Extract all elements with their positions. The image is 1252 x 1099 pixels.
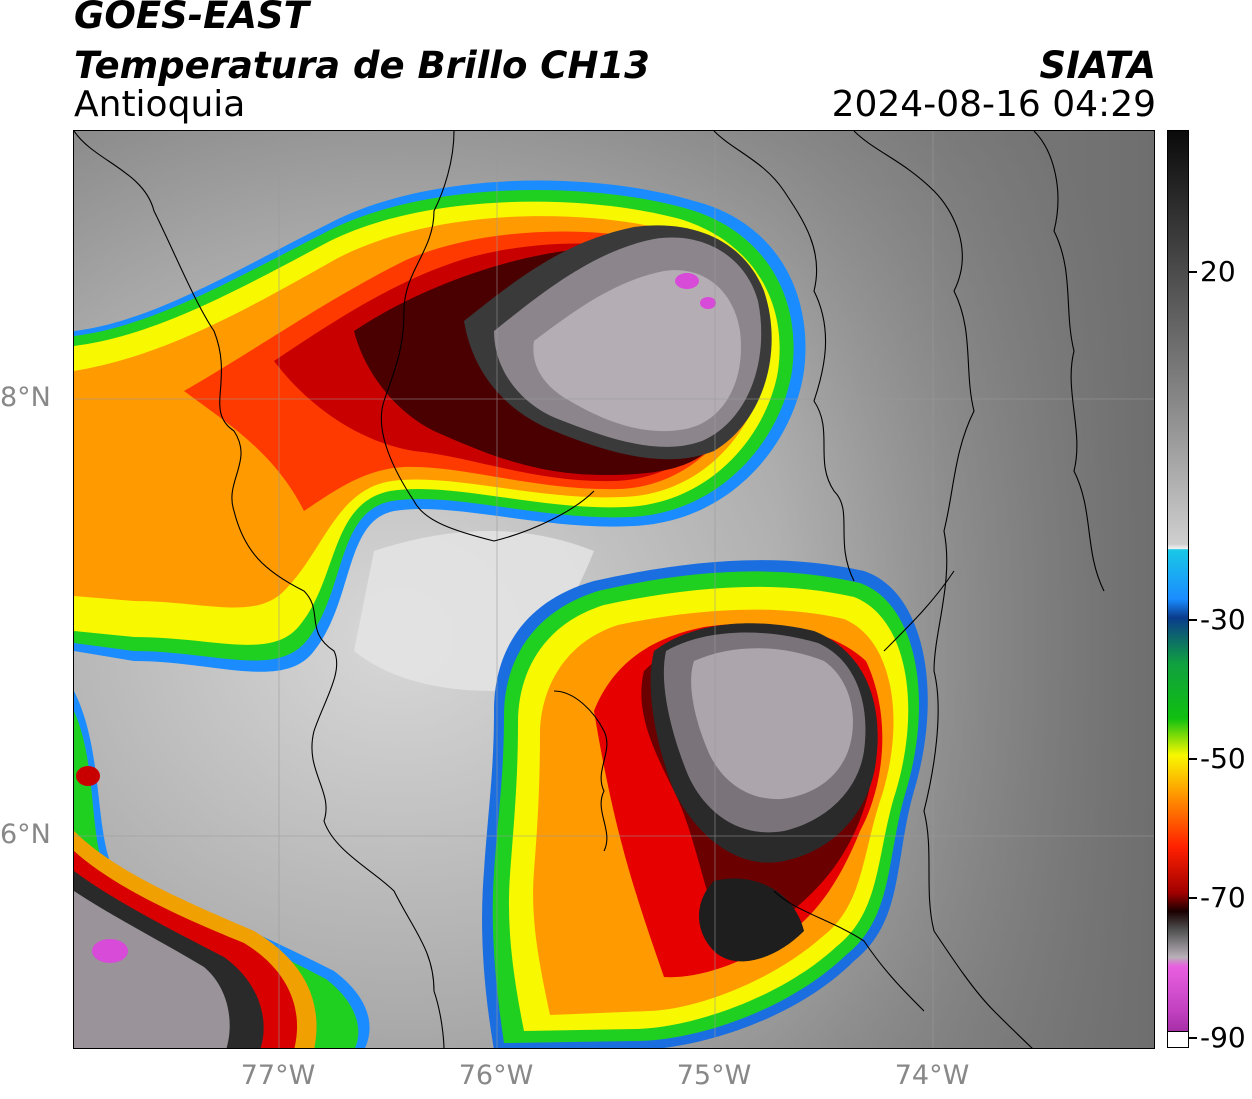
- colorbar-tick: [1189, 271, 1197, 273]
- lon-label-75w: 75°W: [676, 1060, 752, 1091]
- title-product: Temperatura de Brillo CH13: [74, 44, 650, 87]
- lat-label-6n: 6°N: [0, 819, 51, 850]
- colorbar-tick: [1189, 897, 1197, 899]
- colorbar-label-20: 20: [1200, 255, 1236, 288]
- colorbar-tick: [1189, 1037, 1197, 1039]
- lat-label-8n: 8°N: [0, 382, 51, 413]
- south-storm: [482, 560, 928, 1048]
- colorbar-label-minus70: -70: [1200, 881, 1246, 914]
- colorbar-label-minus90: -90: [1200, 1021, 1246, 1054]
- lon-label-74w: 74°W: [894, 1060, 970, 1091]
- region-label: Antioquia: [74, 84, 246, 125]
- colorbar-tick: [1189, 758, 1197, 760]
- colorbar-label-minus50: -50: [1200, 742, 1246, 775]
- colorbar-label-minus30: -30: [1200, 603, 1246, 636]
- lon-label-76w: 76°W: [458, 1060, 534, 1091]
- title-satellite: GOES-EAST: [74, 0, 309, 37]
- satellite-map: [73, 130, 1155, 1049]
- administrative-boundaries: [74, 131, 1105, 1048]
- colorbar: [1167, 130, 1189, 1048]
- southwest-storm: [74, 691, 370, 1048]
- colorbar-tick: [1189, 619, 1197, 621]
- lon-label-77w: 77°W: [240, 1060, 316, 1091]
- timestamp-label: 2024-08-16 04:29: [831, 84, 1156, 125]
- organization-label: SIATA: [1039, 44, 1156, 87]
- colorbar-extend-white: [1167, 1031, 1189, 1048]
- graticule: [74, 131, 1154, 1048]
- north-storm: [74, 180, 806, 672]
